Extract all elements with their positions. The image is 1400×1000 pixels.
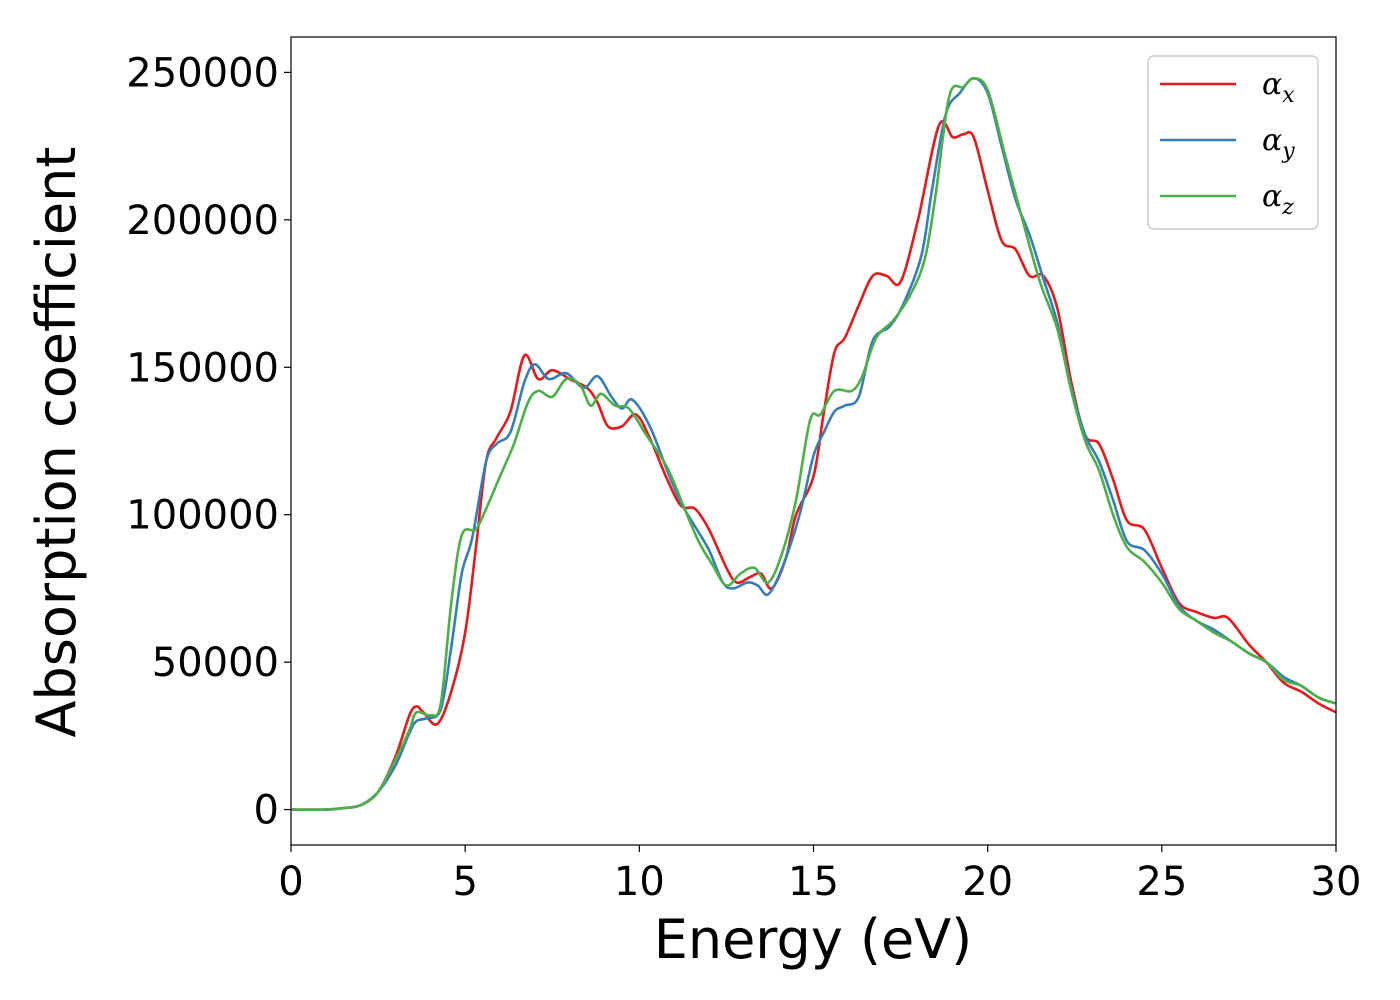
- legend-label-subscript: x: [1282, 83, 1295, 108]
- series-line-z: [290, 76, 1337, 812]
- y-tick-label: 100000: [126, 493, 279, 539]
- x-tick-label: 15: [788, 859, 839, 905]
- legend-label-x: αx: [1262, 67, 1295, 108]
- legend-label-z: αz: [1262, 179, 1294, 220]
- legend-label-subscript: z: [1281, 195, 1294, 220]
- y-axis: 0 50000 100000 150000 200000 250000: [126, 50, 291, 834]
- series-line-x: [290, 120, 1337, 812]
- y-tick-label: 0: [254, 788, 279, 834]
- x-tick-label: 10: [614, 859, 665, 905]
- legend-box: [1147, 55, 1319, 230]
- x-axis-label: Energy (eV): [654, 908, 973, 971]
- legend-label-symbol: α: [1262, 179, 1282, 214]
- y-axis-label: Absorption coefficient: [25, 147, 88, 738]
- legend-label-symbol: α: [1262, 67, 1282, 102]
- series-layer: [290, 76, 1337, 812]
- y-tick-label: 250000: [126, 50, 279, 96]
- x-tick-label: 5: [452, 859, 477, 905]
- legend-label-y: αy: [1262, 123, 1295, 164]
- series-line-y: [290, 76, 1337, 812]
- y-tick-label: 150000: [126, 345, 279, 391]
- y-tick-label: 50000: [152, 640, 279, 686]
- x-tick-label: 25: [1136, 859, 1187, 905]
- y-tick-label: 200000: [126, 198, 279, 244]
- legend-label-symbol: α: [1262, 123, 1282, 158]
- x-tick-label: 30: [1311, 859, 1362, 905]
- x-tick-label: 20: [962, 859, 1013, 905]
- legend-label-subscript: y: [1281, 139, 1295, 164]
- x-tick-label: 0: [278, 859, 303, 905]
- x-axis: 0 5 10 15 20 25 30: [278, 845, 1361, 905]
